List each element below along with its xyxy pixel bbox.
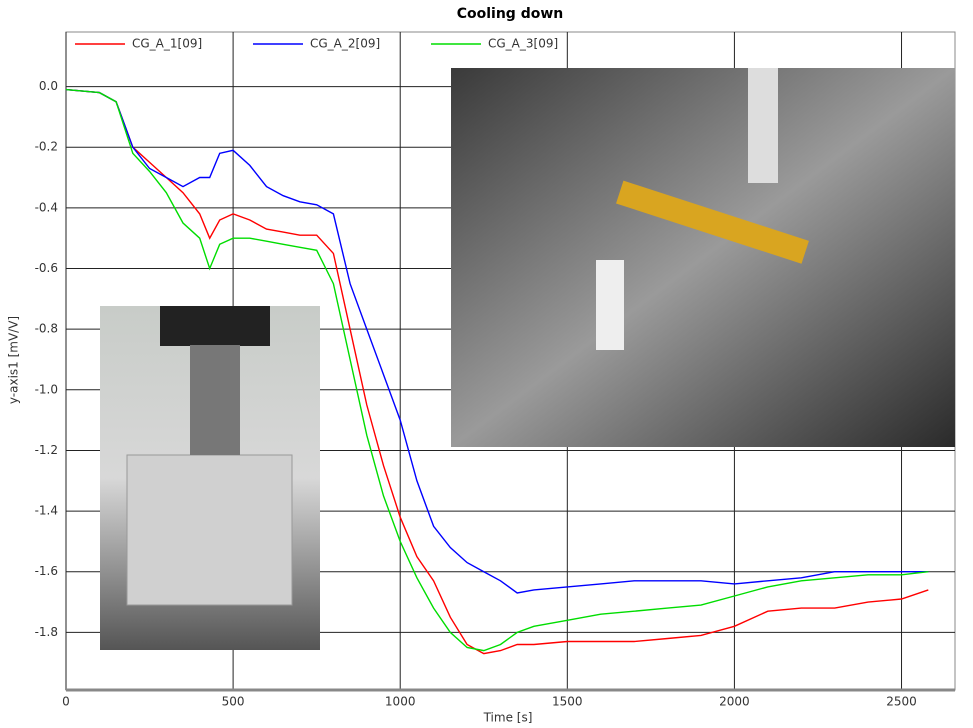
legend-label: CG_A_3[09] [488,37,558,51]
y-tick-label: -1.8 [35,625,58,639]
legend-label: CG_A_2[09] [310,37,380,51]
x-tick-label: 0 [62,695,70,709]
chart-title: Cooling down [457,6,564,22]
photo-detail [596,260,624,350]
photo-detail [190,345,240,455]
y-tick-label: -1.2 [35,443,58,457]
x-tick-label: 2000 [719,695,750,709]
photo-detail [127,455,292,605]
x-tick-label: 1500 [552,695,583,709]
x-tick-label: 2500 [886,695,917,709]
y-tick-label: -1.0 [35,382,58,396]
y-tick-label: -0.4 [35,200,58,214]
photo-detail [748,68,778,183]
photo-machine [100,306,320,650]
chart: Cooling down Time [s] y-axis1 [mV/V] 0.0… [0,0,973,728]
y-tick-label: -1.4 [35,504,58,518]
x-tick-label: 500 [222,695,245,709]
y-tick-label: -1.6 [35,564,58,578]
y-tick-label: -0.8 [35,322,58,336]
photo-bath [451,68,955,447]
x-tick-label: 1000 [385,695,416,709]
y-tick-label: -0.6 [35,261,58,275]
y-tick-label: -0.2 [35,140,58,154]
photo [451,68,955,447]
photo-detail [160,306,270,346]
y-axis-title: y-axis1 [mV/V] [7,316,21,404]
y-tick-label: 0.0 [39,79,58,93]
legend-label: CG_A_1[09] [132,37,202,51]
x-axis-title: Time [s] [483,711,533,725]
